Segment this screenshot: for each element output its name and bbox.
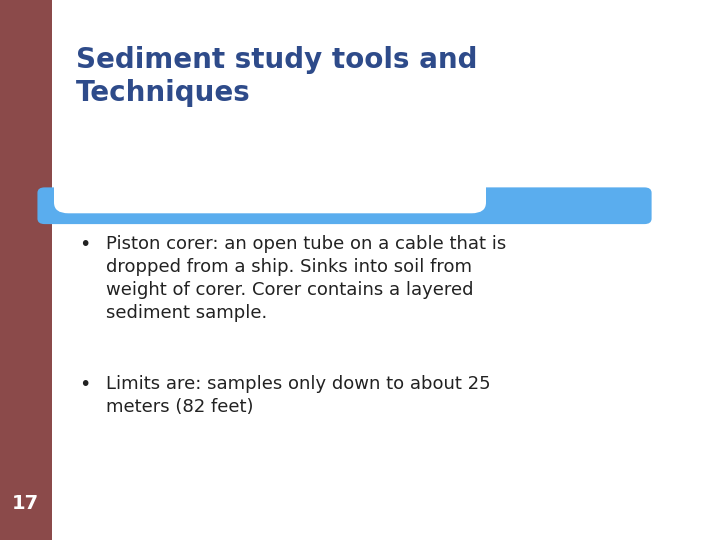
Text: Piston corer: an open tube on a cable that is
dropped from a ship. Sinks into so: Piston corer: an open tube on a cable th… — [106, 235, 506, 322]
FancyBboxPatch shape — [54, 30, 486, 213]
FancyBboxPatch shape — [37, 187, 652, 224]
Text: Limits are: samples only down to about 25
meters (82 feet): Limits are: samples only down to about 2… — [106, 375, 490, 416]
Text: •: • — [79, 375, 91, 394]
Text: Sediment study tools and
Techniques: Sediment study tools and Techniques — [76, 46, 477, 107]
Bar — [0, 0, 52, 540]
Text: 17: 17 — [12, 494, 39, 513]
Text: •: • — [79, 235, 91, 254]
